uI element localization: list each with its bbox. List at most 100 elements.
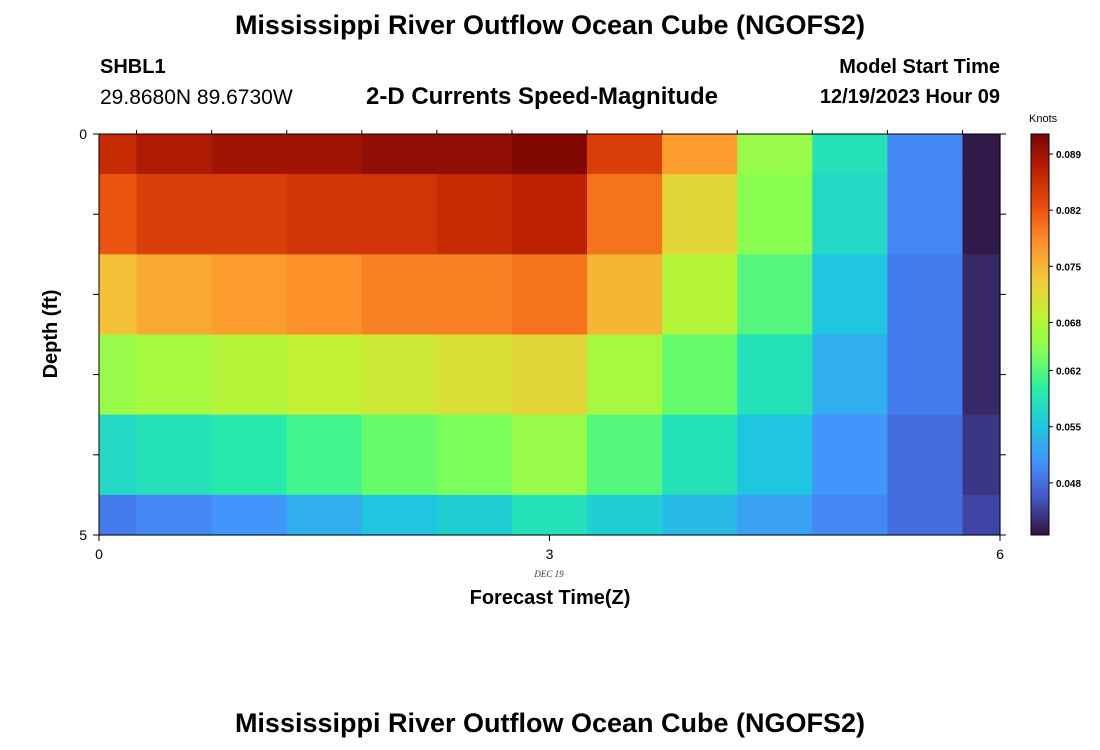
heatmap-cell <box>99 334 138 416</box>
heatmap-cell <box>361 174 438 255</box>
footer-title: Mississippi River Outflow Ocean Cube (NG… <box>234 708 866 738</box>
heatmap-cell <box>587 134 663 175</box>
heatmap-cell <box>436 174 513 255</box>
heatmap-cell <box>286 174 363 255</box>
heatmap-cell <box>662 254 738 336</box>
heatmap-cell <box>286 254 363 336</box>
heatmap-cell <box>887 134 964 175</box>
date-label: DEC 19 <box>533 569 564 579</box>
heatmap-cell <box>436 414 513 496</box>
heatmap-cell <box>211 414 288 496</box>
heatmap-cell <box>662 414 738 496</box>
heatmap-cell <box>99 494 138 536</box>
heatmap-cell <box>436 494 513 536</box>
plot-axes: 0 3 605 <box>79 126 1006 562</box>
heatmap-cell <box>587 334 663 416</box>
heatmap-cell <box>286 494 363 536</box>
colorbar-tick-label: 0.075 <box>1056 262 1081 273</box>
colorbar-tick-label: 0.048 <box>1056 479 1081 490</box>
x-tick-label: 0 <box>95 546 103 562</box>
heatmap-cell <box>512 494 588 536</box>
model-start-value: 12/19/2023 Hour 09 <box>819 86 1000 108</box>
colorbar <box>1030 133 1050 536</box>
heatmap-cell <box>361 414 438 496</box>
heatmap-cell <box>962 174 1001 255</box>
heatmap-cell <box>737 174 813 255</box>
heatmap-cell <box>99 254 138 336</box>
heatmap-cell <box>211 134 288 175</box>
heatmap-cell <box>737 254 813 336</box>
model-start-label: Model Start Time <box>839 56 1000 78</box>
heatmap-cell <box>812 254 888 336</box>
heatmap-cell <box>436 134 513 175</box>
colorbar-tick-label: 0.089 <box>1056 150 1081 161</box>
heatmap-cell <box>962 334 1001 416</box>
heatmap-cell <box>136 414 213 496</box>
colorbar-tick-label: 0.055 <box>1056 423 1081 434</box>
heatmap-cell <box>136 494 213 536</box>
heatmap-cell <box>436 334 513 416</box>
heatmap-cell <box>812 334 888 416</box>
heatmap-cell <box>136 134 213 175</box>
heatmap-cell <box>211 254 288 336</box>
y-tick-label: 0 <box>79 126 87 142</box>
chart-title: Mississippi River Outflow Ocean Cube (NG… <box>234 10 866 40</box>
heatmap-cell <box>887 414 964 496</box>
heatmap-cell <box>99 174 138 255</box>
x-axis-title: Forecast Time(Z) <box>470 587 631 609</box>
colorbar-tick-label: 0.082 <box>1056 206 1081 217</box>
x-tick-label: 3 <box>546 546 554 562</box>
heatmap-cell <box>286 334 363 416</box>
colorbar-tick-label: 0.062 <box>1056 367 1081 378</box>
station-id: SHBL1 <box>100 56 166 78</box>
heatmap-cell <box>286 414 363 496</box>
heatmap-cell <box>99 414 138 496</box>
heatmap-cell <box>136 174 213 255</box>
chart-subtitle: 2-D Currents Speed-Magnitude <box>366 83 719 110</box>
heatmap-cell <box>136 254 213 336</box>
heatmap-cell <box>812 134 888 175</box>
heatmap-cell <box>662 174 738 255</box>
heatmap-cell <box>587 254 663 336</box>
heatmap-cell <box>962 494 1001 536</box>
heatmap-cell <box>512 254 588 336</box>
heatmap-cell <box>737 494 813 536</box>
heatmap-cell <box>887 494 964 536</box>
station-coordinates: 29.8680N 89.6730W <box>100 86 293 109</box>
heatmap-cells <box>99 134 1001 536</box>
colorbar-ticks: 0.089 0.082 0.075 0.068 0.062 0.055 0.048 <box>1049 150 1081 490</box>
heatmap-cell <box>211 494 288 536</box>
heatmap-cell <box>737 134 813 175</box>
heatmap-cell <box>512 174 588 255</box>
y-tick-label: 5 <box>79 527 87 543</box>
heatmap-cell <box>737 414 813 496</box>
heatmap-cell <box>361 494 438 536</box>
heatmap-cell <box>436 254 513 336</box>
heatmap-cell <box>136 334 213 416</box>
heatmap-cell <box>99 134 138 175</box>
heatmap-cell <box>361 254 438 336</box>
heatmap-cell <box>887 254 964 336</box>
heatmap-cell <box>737 334 813 416</box>
colorbar-units-label: Knots <box>1029 113 1058 125</box>
colorbar-tick-label: 0.068 <box>1056 318 1081 329</box>
heatmap-cell <box>211 174 288 255</box>
heatmap-cell <box>662 494 738 536</box>
heatmap-cell <box>812 414 888 496</box>
heatmap-cell <box>587 174 663 255</box>
heatmap-cell <box>587 494 663 536</box>
heatmap-cell <box>512 334 588 416</box>
x-tick-label: 6 <box>996 546 1004 562</box>
heatmap-cell <box>512 134 588 175</box>
heatmap-cell <box>587 414 663 496</box>
heatmap-cell <box>962 134 1001 175</box>
heatmap-cell <box>812 494 888 536</box>
heatmap-cell <box>286 134 363 175</box>
heatmap-cell <box>887 334 964 416</box>
heatmap-cell <box>512 414 588 496</box>
heatmap-cell <box>962 414 1001 496</box>
y-axis-title: Depth (ft) <box>40 290 62 379</box>
heatmap-cell <box>662 334 738 416</box>
heatmap-cell <box>662 134 738 175</box>
